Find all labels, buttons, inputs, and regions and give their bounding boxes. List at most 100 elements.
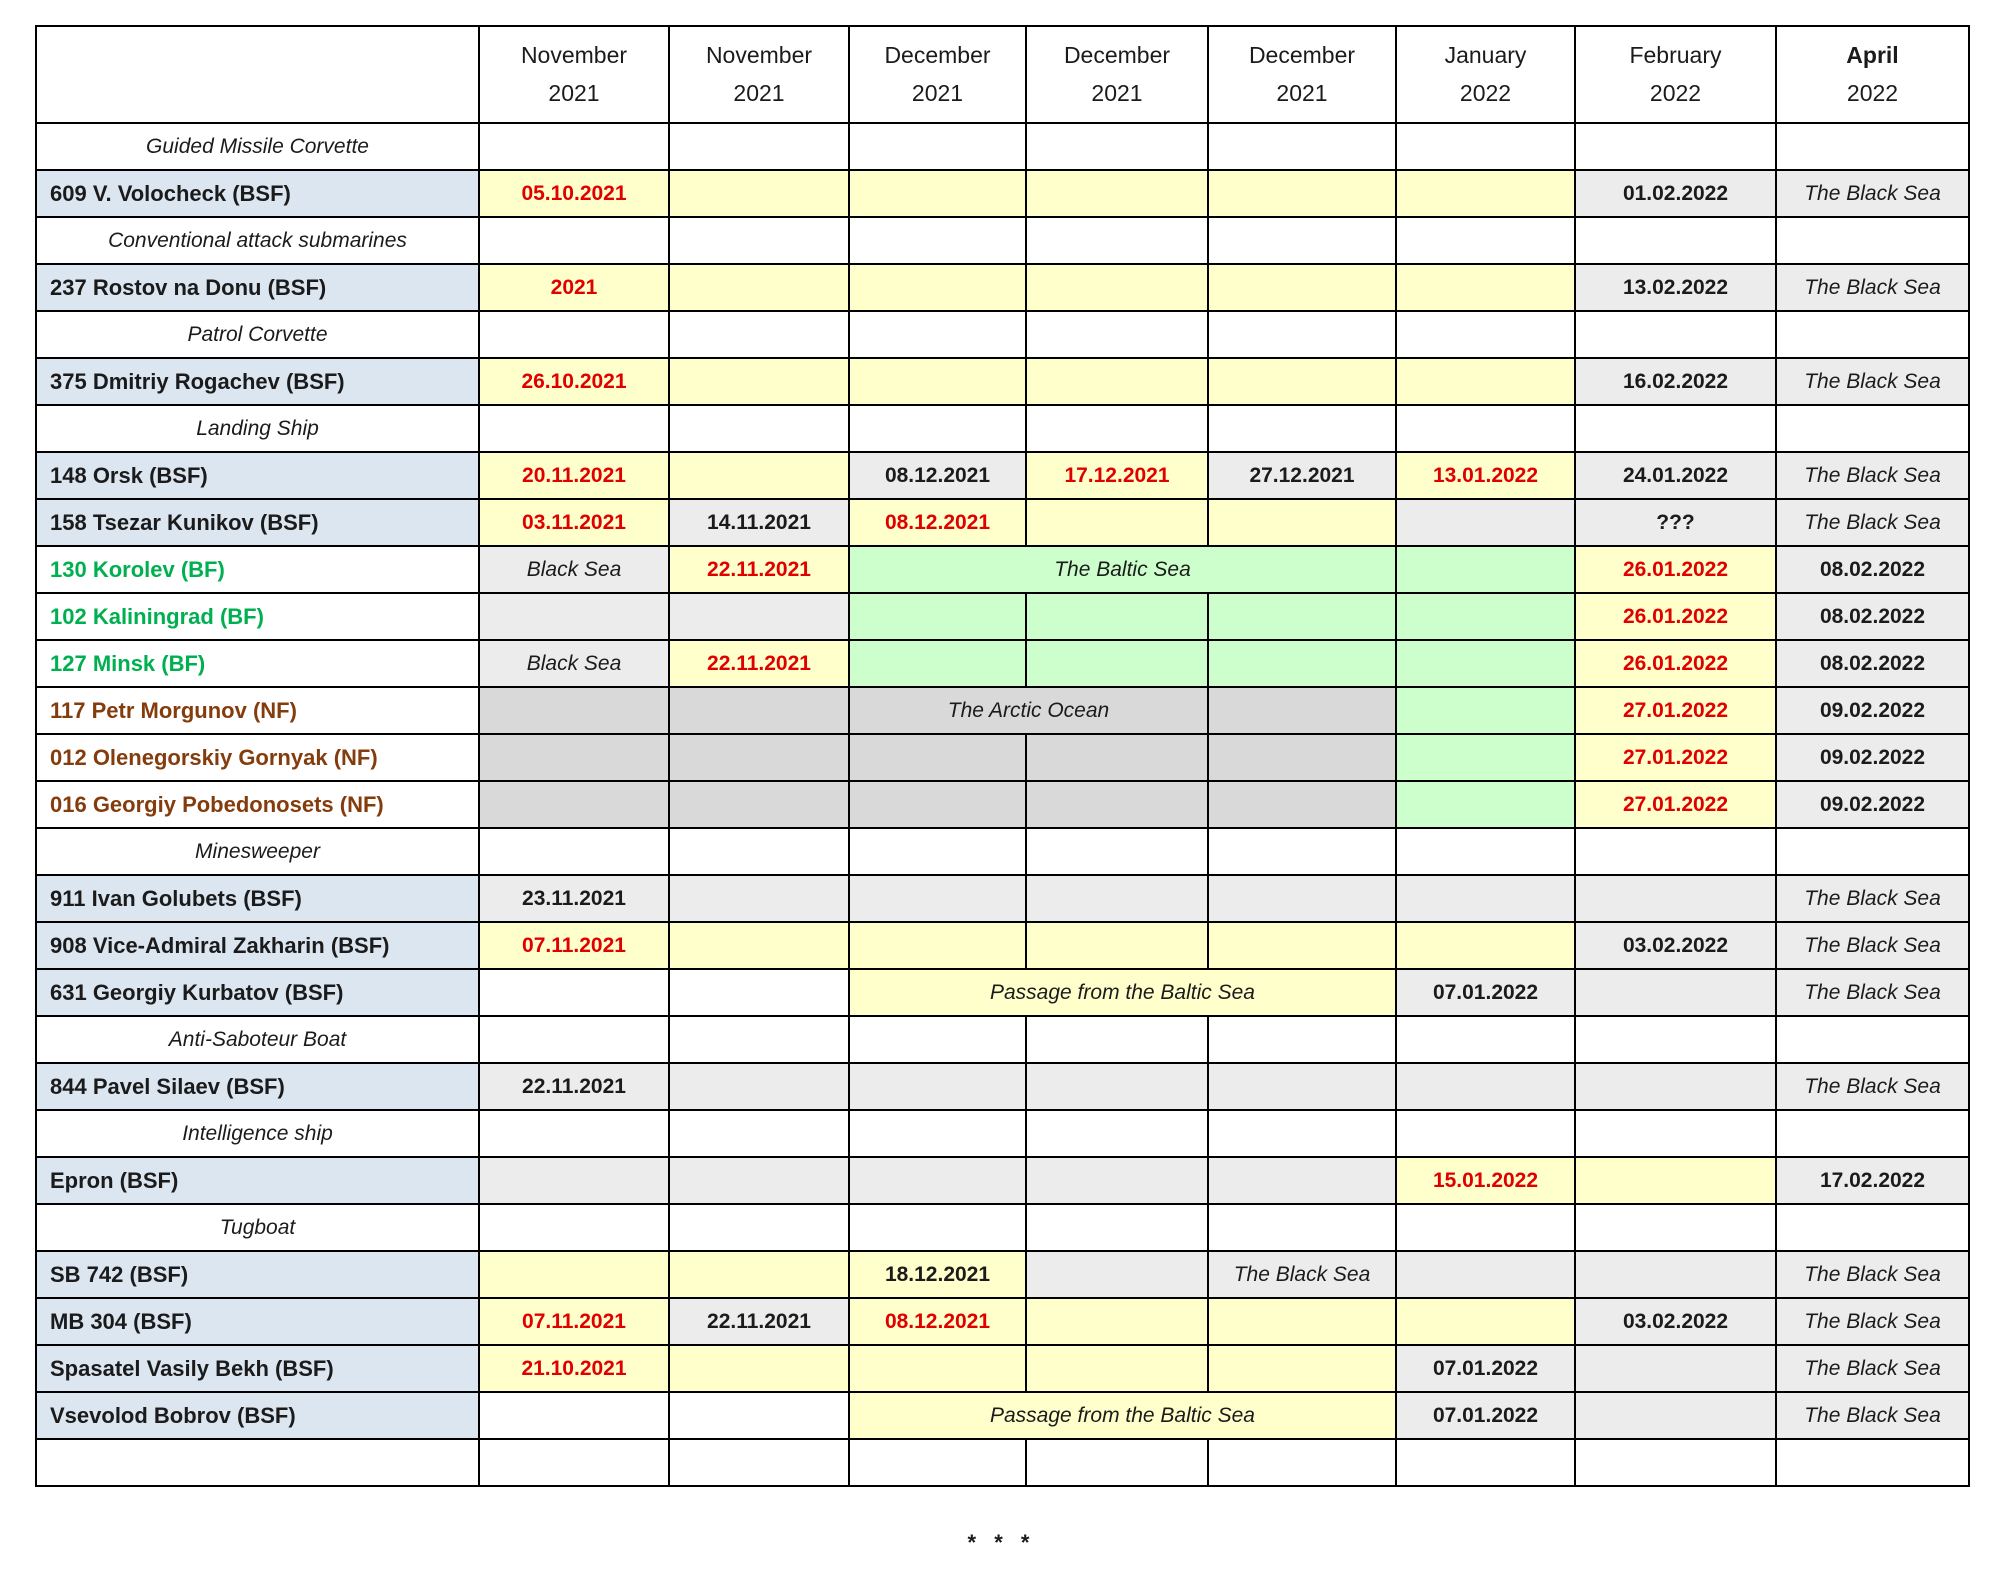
empty-cell <box>1025 827 1209 876</box>
empty-cell <box>668 1062 850 1111</box>
ship-name-cell: 375 Dmitriy Rogachev (BSF) <box>35 357 480 406</box>
ship-name-cell: 908 Vice-Admiral Zakharin (BSF) <box>35 921 480 970</box>
empty-cell <box>1025 263 1209 312</box>
empty-cell <box>1025 1109 1209 1158</box>
column-header-november-2021: November 2021 <box>668 25 850 124</box>
empty-cell <box>1574 404 1777 453</box>
empty-cell <box>1574 1250 1777 1299</box>
empty-cell <box>478 216 670 265</box>
ship-name-cell: 911 Ivan Golubets (BSF) <box>35 874 480 923</box>
date-cell: 27.12.2021 <box>1207 451 1397 500</box>
empty-cell <box>1395 780 1576 829</box>
empty-cell <box>668 169 850 218</box>
empty-cell <box>1574 1344 1777 1393</box>
empty-cell <box>478 1015 670 1064</box>
ship-row: 016 Georgiy Pobedonosets (NF) 27.01.2022 0… <box>35 780 1970 829</box>
date-cell: 26.01.2022 <box>1574 592 1777 641</box>
empty-cell <box>848 1438 1027 1487</box>
table-body: Guided Missile Corvette 609 V. Volocheck … <box>35 122 1970 1487</box>
ship-name-cell: 016 Georgiy Pobedonosets (NF) <box>35 780 480 829</box>
empty-cell <box>668 733 850 782</box>
ship-row: Vsevolod Bobrov (BSF) Passage from the Ba… <box>35 1391 1970 1440</box>
empty-cell <box>1574 216 1777 265</box>
empty-cell <box>1207 686 1397 735</box>
date-cell: 17.02.2022 <box>1775 1156 1970 1205</box>
empty-cell <box>1574 968 1777 1017</box>
sea-cell: The Black Sea <box>1775 451 1970 500</box>
category-row: Patrol Corvette <box>35 310 1970 359</box>
empty-cell <box>848 921 1027 970</box>
ship-name-cell: 130 Korolev (BF) <box>35 545 480 594</box>
ship-row: 844 Pavel Silaev (BSF) 22.11.2021 The Blac… <box>35 1062 1970 1111</box>
date-cell: 09.02.2022 <box>1775 780 1970 829</box>
header-corner-cell <box>35 25 480 124</box>
empty-cell <box>668 827 850 876</box>
empty-cell <box>1775 827 1970 876</box>
sea-cell: The Black Sea <box>1775 169 1970 218</box>
ship-row: Epron (BSF) 15.01.2022 17.02.2022 <box>35 1156 1970 1205</box>
empty-cell <box>848 122 1027 171</box>
empty-cell <box>1025 592 1209 641</box>
empty-cell <box>668 921 850 970</box>
date-cell: 03.11.2021 <box>478 498 670 547</box>
empty-cell <box>1025 498 1209 547</box>
empty-cell <box>1395 122 1576 171</box>
empty-cell <box>1207 921 1397 970</box>
ship-name-cell: 844 Pavel Silaev (BSF) <box>35 1062 480 1111</box>
empty-cell <box>668 310 850 359</box>
deployment-table: November 2021 November 2021 December 2021 Dece… <box>35 25 1970 1487</box>
category-label-cell: Anti-Saboteur Boat <box>35 1015 480 1064</box>
empty-cell <box>1025 874 1209 923</box>
date-cell: 21.10.2021 <box>478 1344 670 1393</box>
empty-cell <box>1207 263 1397 312</box>
empty-cell <box>478 1156 670 1205</box>
empty-cell <box>1775 1438 1970 1487</box>
category-row: Landing Ship <box>35 404 1970 453</box>
empty-cell <box>668 216 850 265</box>
empty-name-cell <box>35 1438 480 1487</box>
category-label-cell: Minesweeper <box>35 827 480 876</box>
ship-row: 130 Korolev (BF) Black Sea 22.11.2021 The B… <box>35 545 1970 594</box>
date-cell: 16.02.2022 <box>1574 357 1777 406</box>
empty-row <box>35 1438 1970 1487</box>
empty-cell <box>1207 122 1397 171</box>
sea-cell: The Arctic Ocean <box>848 686 1209 735</box>
empty-cell <box>478 686 670 735</box>
empty-cell <box>848 1015 1027 1064</box>
ship-name-cell: Vsevolod Bobrov (BSF) <box>35 1391 480 1440</box>
empty-cell <box>1395 686 1576 735</box>
empty-cell <box>1207 357 1397 406</box>
table-header: November 2021 November 2021 December 2021 Dece… <box>35 25 1970 124</box>
empty-cell <box>1775 122 1970 171</box>
empty-cell <box>668 122 850 171</box>
date-cell: 22.11.2021 <box>668 639 850 688</box>
empty-cell <box>848 263 1027 312</box>
date-cell: 27.01.2022 <box>1574 686 1777 735</box>
ship-name-cell: Spasatel Vasily Bekh (BSF) <box>35 1344 480 1393</box>
empty-cell <box>478 310 670 359</box>
empty-cell <box>668 451 850 500</box>
ship-row: 158 Tsezar Kunikov (BSF) 03.11.2021 14.11.… <box>35 498 1970 547</box>
empty-cell <box>1574 1438 1777 1487</box>
ship-row: 908 Vice-Admiral Zakharin (BSF) 07.11.202… <box>35 921 1970 970</box>
sea-cell: Black Sea <box>478 545 670 594</box>
empty-cell <box>668 1250 850 1299</box>
empty-cell <box>1207 1156 1397 1205</box>
empty-cell <box>1574 122 1777 171</box>
sea-cell: Passage from the Baltic Sea <box>848 1391 1397 1440</box>
date-cell: 08.02.2022 <box>1775 639 1970 688</box>
sea-cell: The Baltic Sea <box>848 545 1397 594</box>
empty-cell <box>1395 169 1576 218</box>
empty-cell <box>848 1344 1027 1393</box>
sea-cell: The Black Sea <box>1775 1391 1970 1440</box>
date-cell: 26.01.2022 <box>1574 545 1777 594</box>
empty-cell <box>1574 827 1777 876</box>
empty-cell <box>1207 592 1397 641</box>
category-label-cell: Guided Missile Corvette <box>35 122 480 171</box>
sea-cell: The Black Sea <box>1207 1250 1397 1299</box>
category-row: Conventional attack submarines <box>35 216 1970 265</box>
empty-cell <box>1574 1203 1777 1252</box>
empty-cell <box>848 874 1027 923</box>
empty-cell <box>668 968 850 1017</box>
category-row: Anti-Saboteur Boat <box>35 1015 1970 1064</box>
